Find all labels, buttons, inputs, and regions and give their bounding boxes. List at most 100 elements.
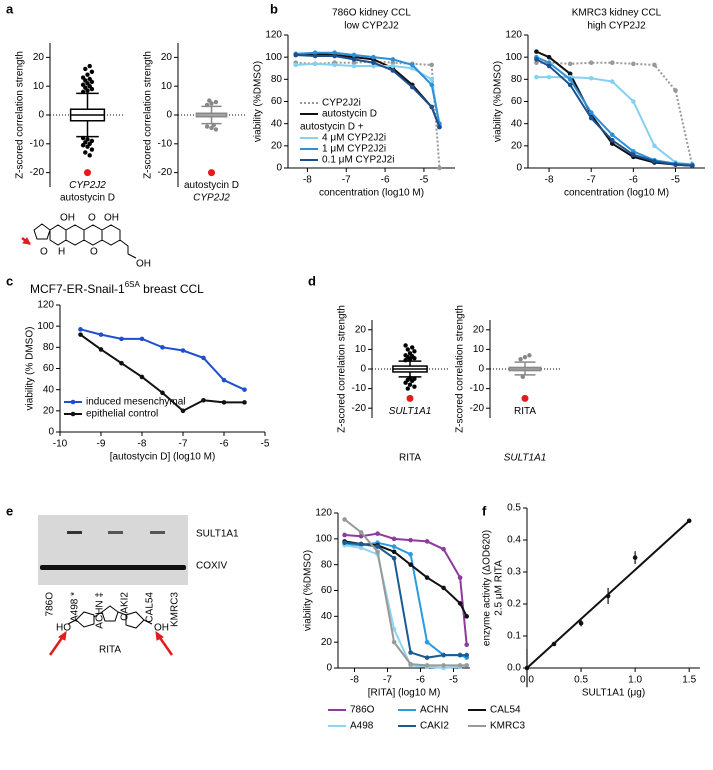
data-point bbox=[293, 62, 299, 68]
chart-title: 786O kidney CCL bbox=[332, 8, 411, 19]
western-blot bbox=[38, 515, 188, 585]
data-point bbox=[567, 77, 573, 82]
band-label: COXIV bbox=[196, 561, 227, 572]
y-axis-label: Z-scored correlation strength bbox=[143, 51, 154, 179]
structure-autostycin-d bbox=[21, 223, 137, 259]
data-point bbox=[631, 149, 636, 154]
legend-marker bbox=[70, 399, 76, 405]
data-point bbox=[429, 104, 434, 110]
data-point bbox=[441, 546, 446, 552]
x-tick-label: -8 bbox=[138, 439, 147, 450]
legend-label: CAKI2 bbox=[420, 721, 449, 732]
panel-label: a bbox=[6, 1, 14, 16]
data-point bbox=[391, 544, 397, 549]
data-point bbox=[437, 165, 442, 171]
legend-label: CAL54 bbox=[490, 705, 521, 716]
x-tick-label: -9 bbox=[97, 439, 106, 450]
legend-heading: autostycin D + bbox=[300, 122, 364, 133]
data-point bbox=[534, 74, 539, 80]
series-line bbox=[536, 61, 694, 167]
x-tick-label: 1.0 bbox=[628, 675, 642, 686]
x-tick-label: -6 bbox=[416, 675, 425, 686]
data-point bbox=[567, 61, 573, 67]
atom-label: H bbox=[58, 247, 65, 258]
data-point bbox=[312, 50, 318, 56]
outlier bbox=[213, 127, 219, 132]
x-tick-label: -7 bbox=[587, 175, 596, 186]
y-tick-label: 60 bbox=[511, 96, 523, 107]
panel-label: c bbox=[6, 273, 13, 288]
outlier bbox=[80, 143, 86, 148]
y-tick-label: 20 bbox=[161, 52, 173, 63]
legend-label: ACHN bbox=[420, 705, 448, 716]
data-point bbox=[588, 115, 594, 121]
y-tick-label: 0.0 bbox=[507, 663, 521, 674]
y-axis-label: viability (%DMSO) bbox=[303, 550, 314, 631]
y-tick-label: 20 bbox=[321, 637, 333, 648]
data-point bbox=[371, 54, 376, 60]
legend-label: 1 μM CYP2J2i bbox=[322, 144, 386, 155]
data-point bbox=[342, 540, 347, 546]
y-tick-label: 100 bbox=[315, 533, 332, 544]
data-point bbox=[78, 332, 83, 337]
x-tick-label: 0.5 bbox=[574, 675, 588, 686]
data-point bbox=[180, 408, 186, 414]
data-point bbox=[437, 124, 442, 130]
outlier bbox=[412, 349, 417, 354]
outlier bbox=[207, 98, 212, 103]
series-line bbox=[536, 50, 693, 167]
outlier bbox=[209, 125, 214, 131]
y-tick-label: 10 bbox=[33, 81, 45, 92]
data-point bbox=[609, 60, 615, 66]
data-point bbox=[201, 397, 206, 403]
title-part: 6SA bbox=[125, 280, 141, 289]
data-point bbox=[391, 555, 397, 561]
data-point bbox=[242, 387, 247, 392]
chart-title: KMRC3 kidney CCL bbox=[572, 8, 662, 19]
y-tick-label: 0 bbox=[38, 110, 44, 121]
data-point bbox=[424, 575, 430, 580]
y-tick-label: 40 bbox=[271, 118, 283, 129]
data-point bbox=[408, 562, 413, 567]
outlier bbox=[403, 380, 408, 385]
x-tick-label: -7 bbox=[179, 439, 188, 450]
y-tick-label: 20 bbox=[355, 324, 367, 335]
y-tick-label: -20 bbox=[470, 403, 485, 414]
y-tick-label: -20 bbox=[30, 167, 45, 178]
data-point bbox=[332, 53, 337, 59]
data-point bbox=[631, 99, 636, 104]
y-tick-label: 80 bbox=[43, 342, 55, 353]
outlier bbox=[405, 347, 410, 352]
outlier bbox=[410, 345, 415, 350]
y-tick-label: -10 bbox=[30, 138, 45, 149]
data-point bbox=[534, 49, 539, 54]
highlight-point bbox=[84, 169, 91, 177]
y-axis-label: Z-scored correlation strength bbox=[455, 305, 466, 433]
data-point bbox=[441, 585, 446, 591]
outlier bbox=[87, 76, 92, 82]
data-point bbox=[408, 661, 413, 667]
data-point bbox=[457, 652, 463, 658]
data-point bbox=[631, 152, 636, 157]
data-point bbox=[160, 345, 165, 350]
legend-label: epithelial control bbox=[86, 409, 158, 420]
outlier bbox=[83, 150, 88, 155]
x-axis-label: concentration (log10 M) bbox=[564, 188, 669, 199]
x-tick-label: -6 bbox=[629, 175, 638, 186]
outlier bbox=[520, 374, 525, 380]
x-tick-label: -6 bbox=[381, 175, 390, 186]
data-point bbox=[652, 143, 657, 149]
data-point bbox=[690, 163, 695, 169]
outlier bbox=[407, 351, 413, 356]
data-point bbox=[534, 57, 539, 62]
outlier bbox=[87, 153, 92, 158]
highlight-label: RITA bbox=[514, 406, 536, 417]
lane-label: A498 * bbox=[70, 592, 81, 622]
data-point bbox=[375, 531, 380, 536]
data-point bbox=[375, 549, 380, 555]
data-point bbox=[546, 54, 552, 60]
y-tick-label: 10 bbox=[355, 344, 367, 355]
highlight-point bbox=[521, 394, 529, 402]
outlier bbox=[407, 382, 413, 387]
y-tick-label: 0.1 bbox=[507, 631, 521, 642]
